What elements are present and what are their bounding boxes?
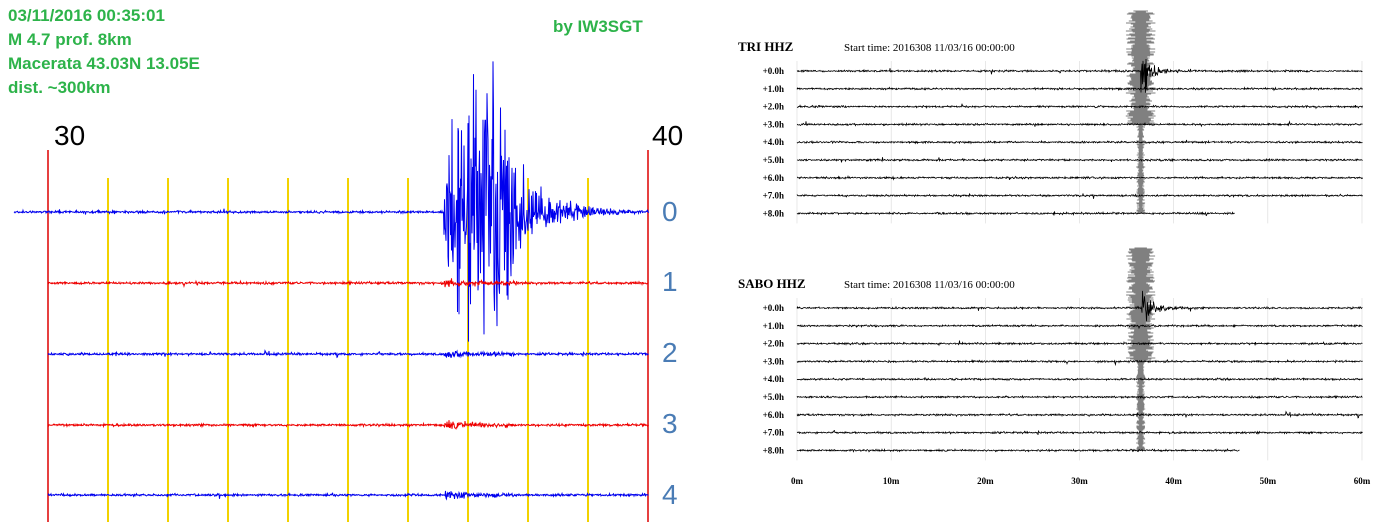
tri-trace-row: [796, 120, 1363, 128]
sabo-trace-row: [796, 376, 1363, 382]
event-datetime: 03/11/2016 00:35:01: [8, 6, 165, 25]
sabo-row-label: +3.0h: [763, 356, 784, 366]
tri-row-label: +5.0h: [763, 155, 784, 165]
sabo-trace-row: [797, 323, 1363, 330]
time-axis-tick: 30m: [1071, 476, 1088, 486]
tri-trace-row: [796, 157, 1363, 163]
seismogram-trace-row-2: [47, 349, 649, 359]
right-helicorders-svg: TRI HHZ Start time: 2016308 11/03/16 00:0…: [738, 10, 1371, 486]
sabo-trace-row: [796, 394, 1363, 400]
sabo-row-label: +7.0h: [763, 428, 784, 438]
seismogram-trace-row-0: [13, 61, 649, 342]
tri-row-label: +8.0h: [763, 208, 784, 218]
sabo-station-label: SABO HHZ: [738, 276, 806, 291]
sabo-row-label: +8.0h: [763, 445, 784, 455]
sabo-trace-row: [796, 410, 1363, 419]
row-label-2: 2: [662, 337, 678, 368]
tri-station-label: TRI HHZ: [738, 39, 794, 54]
time-axis-tick: 60m: [1354, 476, 1371, 486]
sabo-row-label: +4.0h: [763, 374, 784, 384]
sabo-row-label: +1.0h: [763, 321, 784, 331]
sabo-trace-row: [796, 359, 1363, 367]
tri-row-label: +6.0h: [763, 173, 784, 183]
seismogram-trace-row-1: [47, 278, 649, 288]
sabo-row-label: +6.0h: [763, 410, 784, 420]
tri-event-burst: [1125, 10, 1156, 214]
left-seismogram-svg: [13, 61, 649, 522]
tri-trace-row: [796, 211, 1235, 217]
tri-row-label: +4.0h: [763, 137, 784, 147]
tri-trace-row: [796, 139, 1363, 145]
time-axis-tick: 20m: [977, 476, 994, 486]
sabo-trace-row: [796, 429, 1363, 436]
time-axis-tick: 50m: [1260, 476, 1277, 486]
tri-trace-row: [796, 193, 1363, 199]
minute-end-label: 40: [652, 120, 684, 151]
tri-row-label: +0.0h: [763, 66, 784, 76]
row-label-0: 0: [662, 196, 678, 227]
sabo-trace-row: [796, 340, 1363, 347]
helicorder-left-panel: 03/11/2016 00:35:01 M 4.7 prof. 8km Mace…: [8, 6, 684, 522]
tri-trace-row: [796, 103, 1363, 110]
sabo-start-time: Start time: 2016308 11/03/16 00:00:00: [844, 279, 1015, 291]
event-magnitude: M 4.7 prof. 8km: [8, 30, 132, 49]
sabo-row-label: +2.0h: [763, 339, 784, 349]
sabo-row-label: +0.0h: [763, 303, 784, 313]
sabo-row-label: +5.0h: [763, 392, 784, 402]
tri-trace-row: [797, 174, 1363, 181]
tri-row-label: +2.0h: [763, 102, 784, 112]
event-location: Macerata 43.03N 13.05E: [8, 54, 200, 73]
sabo-trace-row: [796, 290, 1363, 322]
minute-start-label: 30: [54, 120, 86, 151]
event-distance: dist. ~300km: [8, 78, 111, 97]
time-axis-tick: 0m: [791, 476, 804, 486]
sabo-event-burst: [1126, 247, 1156, 451]
tri-start-time: Start time: 2016308 11/03/16 00:00:00: [844, 42, 1015, 54]
row-label-1: 1: [662, 266, 678, 297]
row-label-3: 3: [662, 408, 678, 439]
credit-label: by IW3SGT: [553, 17, 643, 36]
seismogram-trace-row-4: [47, 490, 649, 501]
tri-trace-row: [796, 58, 1363, 93]
sabo-trace-row: [796, 448, 1240, 453]
tri-row-label: +3.0h: [763, 119, 784, 129]
tri-row-label: +1.0h: [763, 84, 784, 94]
row-label-4: 4: [662, 479, 678, 510]
helicorder-right-panel: TRI HHZ Start time: 2016308 11/03/16 00:0…: [700, 0, 1381, 522]
time-axis-tick: 40m: [1165, 476, 1182, 486]
tri-row-label: +7.0h: [763, 191, 784, 201]
seismogram-trace-row-3: [47, 420, 649, 430]
time-axis-tick: 10m: [883, 476, 900, 486]
tri-trace-row: [796, 86, 1363, 92]
